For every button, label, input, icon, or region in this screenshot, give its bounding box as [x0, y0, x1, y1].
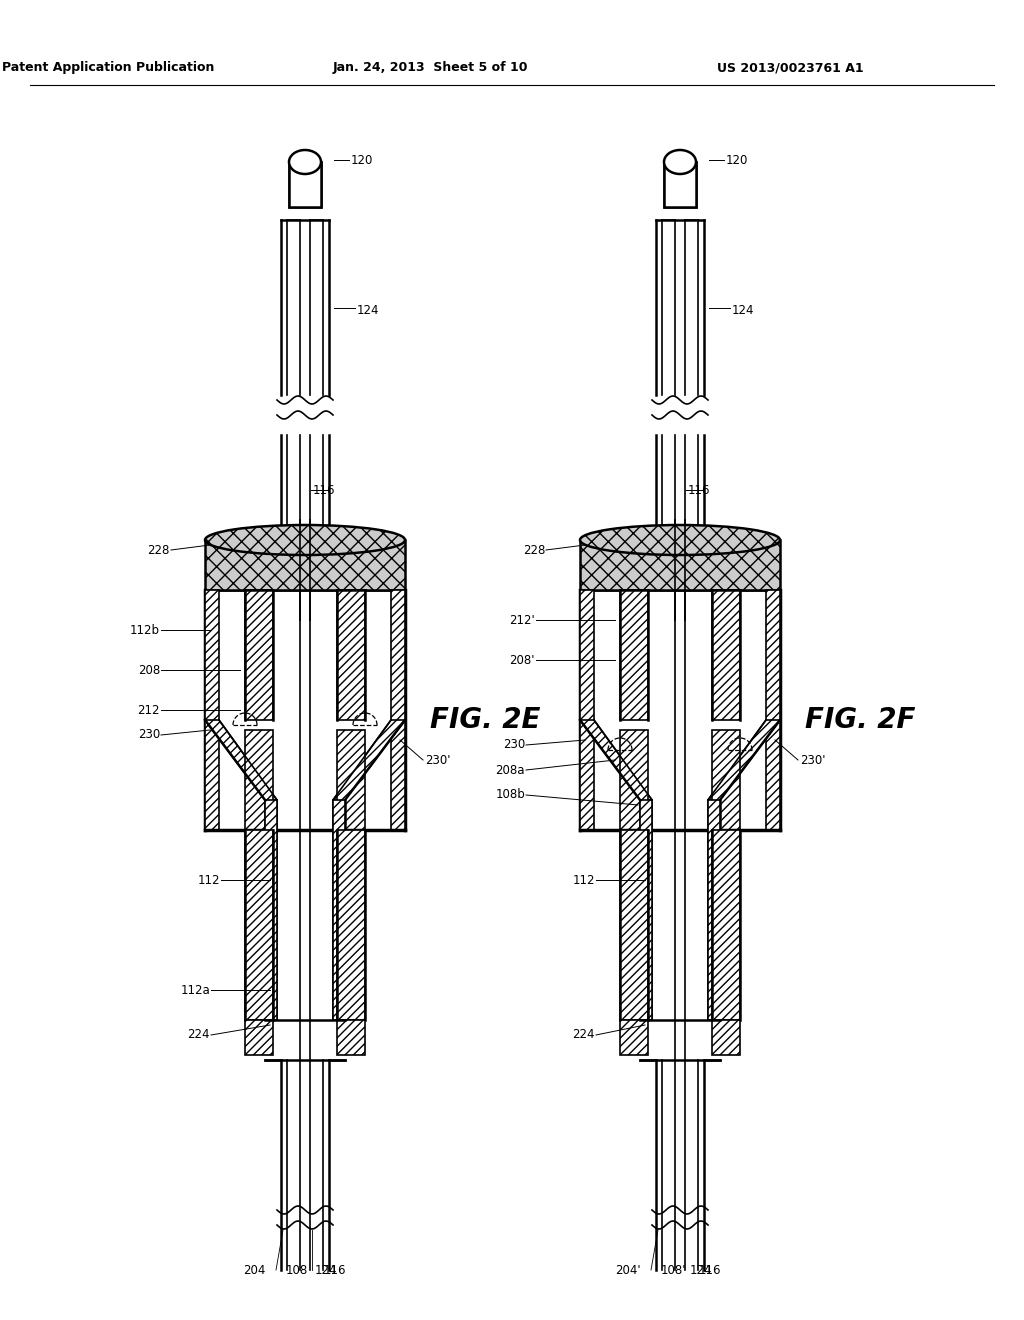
Polygon shape — [333, 719, 406, 800]
Text: 124: 124 — [315, 1263, 338, 1276]
Text: 208': 208' — [510, 653, 535, 667]
Bar — [245, 730, 273, 830]
Text: Patent Application Publication: Patent Application Publication — [2, 62, 214, 74]
Bar — [289, 162, 321, 207]
Bar — [620, 590, 648, 719]
Text: 228: 228 — [522, 544, 545, 557]
Ellipse shape — [289, 150, 321, 174]
Text: 230': 230' — [800, 754, 825, 767]
Bar — [640, 800, 652, 1020]
Text: 112: 112 — [572, 874, 595, 887]
Text: 112a: 112a — [180, 983, 210, 997]
Bar — [712, 730, 740, 830]
Text: 208a: 208a — [496, 763, 525, 776]
Bar — [620, 830, 648, 1020]
Bar — [712, 830, 740, 1020]
Text: 124: 124 — [357, 304, 380, 317]
Text: 228: 228 — [147, 544, 170, 557]
Text: US 2013/0023761 A1: US 2013/0023761 A1 — [717, 62, 863, 74]
Text: 230': 230' — [425, 754, 451, 767]
Bar — [766, 590, 780, 830]
Text: 116: 116 — [699, 1263, 722, 1276]
Text: 108: 108 — [286, 1263, 308, 1276]
Bar — [580, 590, 594, 830]
Bar — [205, 590, 219, 830]
Bar — [337, 730, 365, 830]
Text: 208: 208 — [138, 664, 160, 676]
Bar — [620, 1020, 648, 1055]
Bar — [391, 590, 406, 830]
Bar — [245, 830, 273, 1020]
Polygon shape — [580, 719, 652, 800]
Bar — [712, 590, 740, 719]
Bar — [664, 162, 696, 207]
Bar — [245, 1020, 273, 1055]
Text: Jan. 24, 2013  Sheet 5 of 10: Jan. 24, 2013 Sheet 5 of 10 — [332, 62, 527, 74]
Text: 108': 108' — [662, 1263, 686, 1276]
Text: 116: 116 — [688, 483, 711, 496]
Text: FIG. 2F: FIG. 2F — [805, 706, 915, 734]
Text: 212': 212' — [509, 614, 535, 627]
Text: 116: 116 — [313, 483, 336, 496]
Bar — [337, 830, 365, 1020]
Text: 108b: 108b — [496, 788, 525, 801]
Text: 124: 124 — [690, 1263, 713, 1276]
Bar — [337, 590, 365, 719]
Bar — [333, 800, 345, 1020]
Bar — [245, 590, 273, 719]
Bar — [712, 1020, 740, 1055]
Text: 116: 116 — [324, 1263, 346, 1276]
Bar — [580, 540, 780, 590]
Text: 204: 204 — [244, 1263, 266, 1276]
Bar — [289, 162, 321, 207]
Text: 224: 224 — [187, 1028, 210, 1041]
Text: 224: 224 — [572, 1028, 595, 1041]
Text: 230: 230 — [138, 729, 160, 742]
Bar — [205, 540, 406, 590]
Ellipse shape — [205, 525, 406, 554]
Polygon shape — [708, 719, 780, 800]
Text: 212: 212 — [137, 704, 160, 717]
Text: 112b: 112b — [130, 623, 160, 636]
Text: 112: 112 — [198, 874, 220, 887]
Ellipse shape — [580, 525, 780, 554]
Ellipse shape — [664, 150, 696, 174]
Text: 120: 120 — [351, 153, 374, 166]
Bar — [664, 162, 696, 207]
Text: 124: 124 — [732, 304, 755, 317]
Text: 120: 120 — [726, 153, 749, 166]
Bar — [620, 730, 648, 830]
Text: FIG. 2E: FIG. 2E — [430, 706, 541, 734]
Polygon shape — [205, 719, 278, 800]
Text: 204': 204' — [615, 1263, 641, 1276]
Bar — [337, 1020, 365, 1055]
Bar — [708, 800, 720, 1020]
Text: 230: 230 — [503, 738, 525, 751]
Bar — [265, 800, 278, 1020]
